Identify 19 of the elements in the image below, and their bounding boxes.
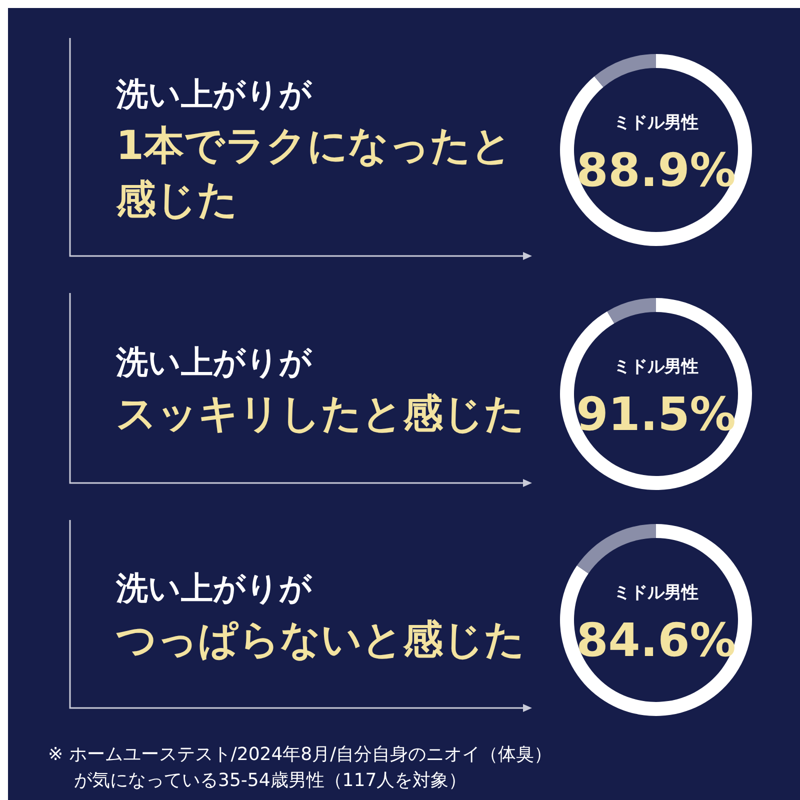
donut-slice — [560, 54, 752, 246]
donut-slice — [594, 54, 656, 88]
slice-label: ミドル男性 — [614, 113, 698, 133]
donut-slice — [576, 524, 656, 574]
data-label: 84.6% — [576, 613, 736, 667]
slice-label: ミドル男性 — [614, 583, 698, 603]
data-label: 91.5% — [576, 387, 736, 441]
text: つっぱらないと感じた — [116, 617, 525, 663]
donut-slice — [607, 298, 656, 324]
donut-slice — [560, 298, 752, 490]
text: 洗い上がりが — [115, 343, 313, 381]
donut-slice — [560, 524, 752, 716]
text: 洗い上がりが — [115, 75, 313, 113]
slice-label: ミドル男性 — [614, 357, 698, 377]
text: ※ ホームユーステスト/2024年8月/自分自身のニオイ（体臭）が気になっている35-54歳男性（117人を対象） — [48, 744, 552, 791]
data-label: 88.9% — [576, 143, 736, 197]
text: スッキリしたと感じた — [116, 391, 525, 437]
text: 洗い上がりが — [115, 569, 313, 607]
text: 1本でラクになったと感じた — [115, 123, 512, 223]
